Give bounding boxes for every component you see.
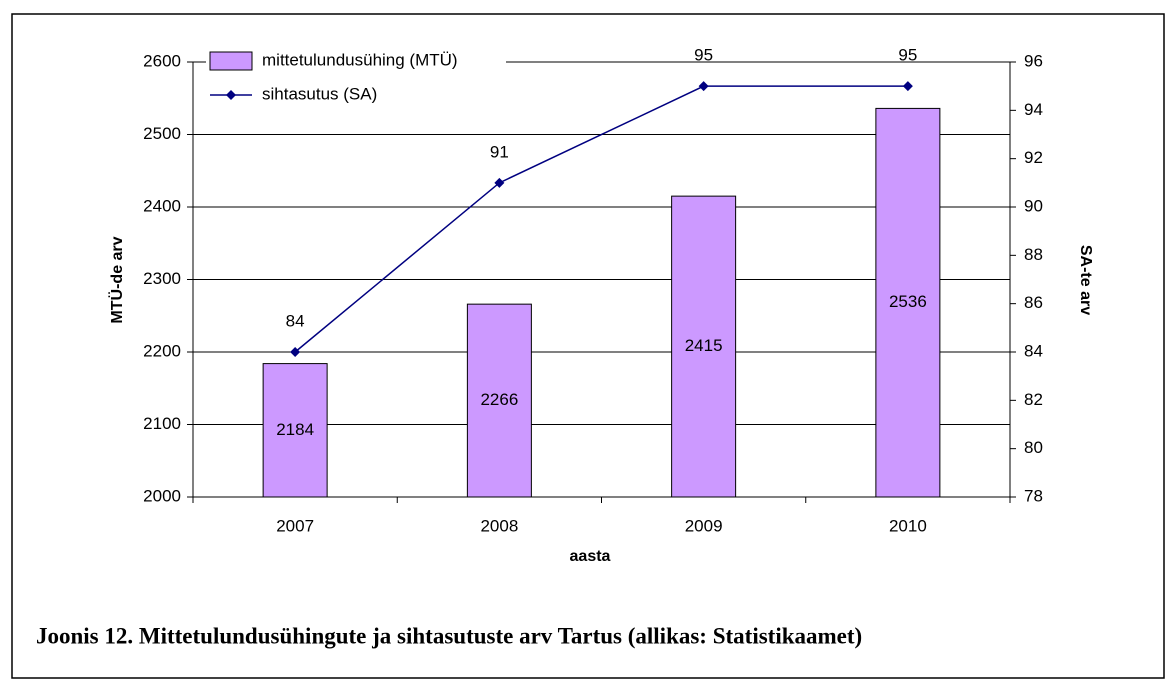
legend-label: sihtasutus (SA) xyxy=(262,84,377,103)
bar xyxy=(262,363,328,498)
y2-tick-label: 90 xyxy=(1024,196,1043,215)
line xyxy=(294,85,908,353)
y2-tick-label: 94 xyxy=(1024,100,1043,119)
y2-axis-label: SA-te arv xyxy=(1077,245,1094,315)
bar-value-label: 2266 xyxy=(480,390,518,409)
y-tick-label: 2500 xyxy=(143,124,181,143)
frame xyxy=(11,13,1165,679)
x-tick-label: 2007 xyxy=(276,516,314,535)
bar-value-label: 2184 xyxy=(276,420,314,439)
y-tick-label: 2400 xyxy=(143,196,181,215)
line-value-label: 84 xyxy=(286,311,305,330)
caption: Joonis 12. Mittetulundusühingute ja siht… xyxy=(36,623,862,648)
x-tick-label: 2009 xyxy=(685,516,723,535)
legend-swatch xyxy=(209,51,253,71)
y-tick-label: 2200 xyxy=(143,341,181,360)
y2-tick-label: 80 xyxy=(1024,438,1043,457)
legend-label: mittetulundusühing (MTÜ) xyxy=(262,50,458,69)
bar xyxy=(875,107,941,498)
y2-tick-label: 86 xyxy=(1024,293,1043,312)
legend-bg xyxy=(206,82,506,108)
marker xyxy=(290,347,301,357)
marker xyxy=(494,177,505,188)
y-axis-label: MTÜ-de arv xyxy=(107,236,126,323)
bar xyxy=(671,195,737,498)
legend-bg xyxy=(206,48,506,74)
y-tick-label: 2100 xyxy=(143,414,181,433)
y-tick-label: 2300 xyxy=(143,269,181,288)
y2-tick-label: 88 xyxy=(1024,245,1043,264)
y-tick-label: 2600 xyxy=(143,51,181,70)
y2-tick-label: 96 xyxy=(1024,51,1043,70)
y2-tick-label: 82 xyxy=(1024,390,1043,409)
marker xyxy=(698,81,709,92)
bar-value-label: 2536 xyxy=(889,292,927,311)
legend-marker xyxy=(226,90,236,100)
x-axis-label: aasta xyxy=(570,548,611,565)
line-value-label: 95 xyxy=(898,46,917,65)
marker xyxy=(902,81,913,92)
y2-tick-label: 92 xyxy=(1024,148,1043,167)
x-tick-label: 2010 xyxy=(889,516,927,535)
y2-tick-label: 78 xyxy=(1024,486,1043,505)
line-value-label: 95 xyxy=(694,46,713,65)
x-tick-label: 2008 xyxy=(480,516,518,535)
y-tick-label: 2000 xyxy=(143,486,181,505)
y2-tick-label: 84 xyxy=(1024,341,1043,360)
bar xyxy=(466,303,532,498)
line-value-label: 91 xyxy=(490,142,509,161)
bar-value-label: 2415 xyxy=(685,336,723,355)
